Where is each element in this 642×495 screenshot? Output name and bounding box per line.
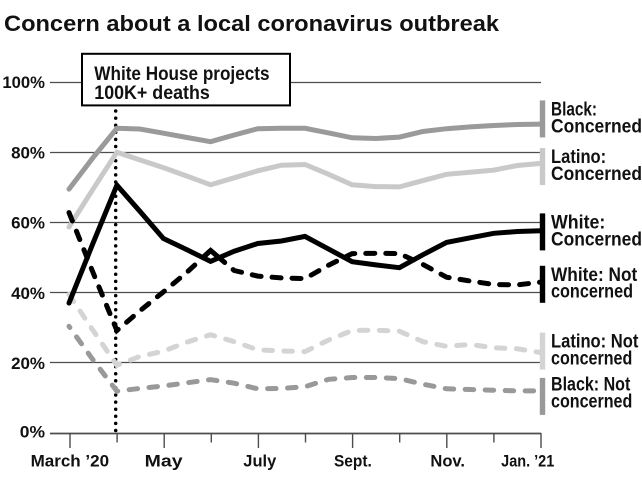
svg-text:100K+ deaths: 100K+ deaths xyxy=(94,83,210,104)
svg-text:White:: White: xyxy=(551,212,605,233)
svg-text:Black: Not: Black: Not xyxy=(551,374,631,395)
svg-text:Latino: Not: Latino: Not xyxy=(551,332,639,353)
svg-text:July: July xyxy=(243,451,277,470)
svg-text:concerned: concerned xyxy=(551,349,632,370)
svg-text:Latino:: Latino: xyxy=(551,147,606,168)
svg-text:March ’20: March ’20 xyxy=(31,451,110,470)
svg-text:Sept.: Sept. xyxy=(334,451,372,470)
svg-text:White: Not: White: Not xyxy=(551,265,638,286)
svg-text:0%: 0% xyxy=(20,424,46,442)
svg-text:20%: 20% xyxy=(11,355,45,373)
svg-text:40%: 40% xyxy=(11,285,45,303)
svg-text:White House projects: White House projects xyxy=(94,64,269,85)
svg-text:Concerned: Concerned xyxy=(551,116,642,137)
svg-text:Concern about a local coronavi: Concern about a local coronavirus outbre… xyxy=(4,11,500,36)
svg-text:concerned: concerned xyxy=(551,391,632,412)
svg-text:100%: 100% xyxy=(2,74,45,92)
svg-text:concerned: concerned xyxy=(551,282,633,303)
svg-text:Jan. ’21: Jan. ’21 xyxy=(501,451,554,470)
svg-text:Concerned: Concerned xyxy=(551,229,642,250)
svg-text:60%: 60% xyxy=(11,215,45,233)
svg-text:Concerned: Concerned xyxy=(551,164,642,185)
svg-text:May: May xyxy=(145,451,184,470)
svg-text:80%: 80% xyxy=(11,144,45,162)
svg-text:Nov.: Nov. xyxy=(430,451,465,470)
svg-text:Black:: Black: xyxy=(551,99,597,120)
